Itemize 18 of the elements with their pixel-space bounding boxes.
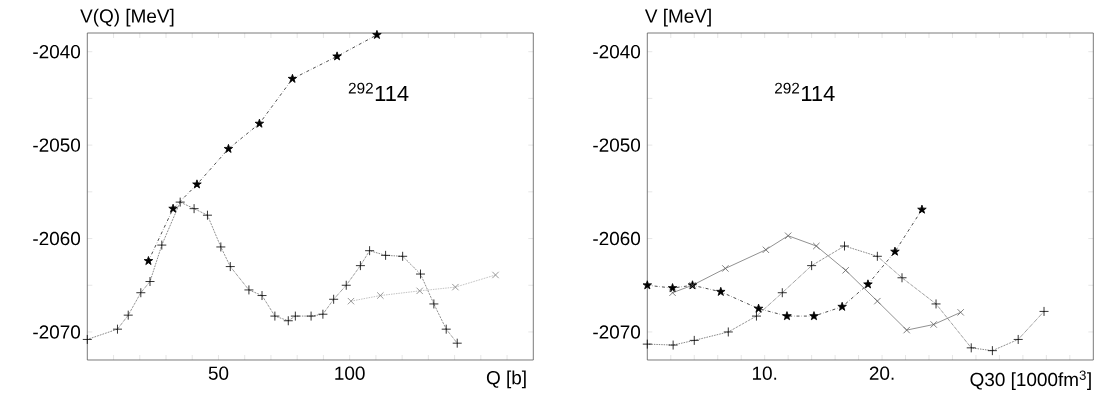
annotation: $^{292}$114: [348, 82, 409, 101]
x-tick-label: 100: [335, 366, 365, 380]
y-axis-title: V [MeV]: [644, 8, 711, 27]
y-tick-label: -2050: [33, 138, 81, 152]
y-tick-label: -2040: [33, 44, 81, 59]
y-tick-label: -2060: [593, 231, 641, 246]
x-axis-title: Q [b]: [486, 370, 526, 389]
annotation: $^{292}$114: [775, 82, 835, 101]
y-tick-label: -2070: [33, 325, 81, 339]
y-tick-label: -2070: [593, 325, 641, 339]
y-tick-label: -2040: [593, 44, 641, 59]
y-axis-title: V(Q) [MeV]: [80, 8, 174, 27]
x-tick-label: 10.: [752, 366, 777, 380]
x-axis-title: Q30 [1000fm$^{3}$]: [970, 370, 1091, 390]
x-tick-label: 20.: [869, 366, 894, 380]
x-tick-label: 50: [208, 366, 229, 380]
y-tick-label: -2050: [593, 138, 641, 152]
y-tick-label: -2060: [33, 231, 81, 246]
